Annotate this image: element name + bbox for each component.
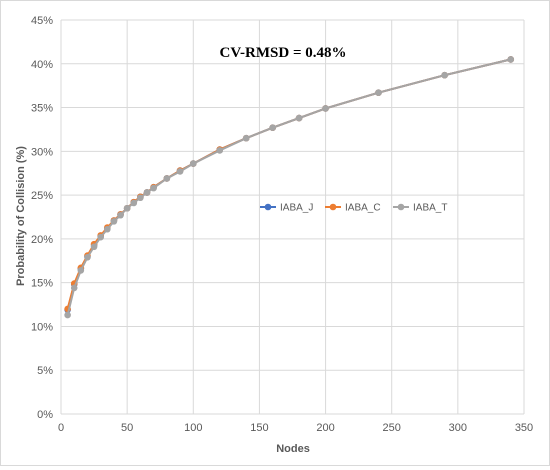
y-axis-title: Probability of Collision (%) (15, 146, 27, 286)
series-line (66, 58, 512, 316)
series-layer (64, 56, 515, 319)
data-point (110, 218, 118, 225)
data-point (163, 175, 171, 182)
data-point (77, 267, 85, 274)
data-point (97, 233, 104, 241)
grid-lines (60, 19, 525, 415)
data-point (441, 71, 448, 79)
legend-label: IABA_C (345, 203, 381, 214)
x-tick-label: 200 (316, 422, 334, 434)
data-point (143, 189, 151, 196)
series-iaba-j (64, 56, 515, 314)
data-point (130, 199, 138, 207)
data-point (104, 225, 111, 233)
legend-entry: IABA_C (325, 203, 381, 214)
x-tick-label: 300 (449, 422, 467, 434)
legend-swatch-marker (397, 203, 405, 211)
data-point (375, 89, 382, 96)
series-line (66, 58, 512, 310)
data-point (123, 204, 131, 212)
legend-swatch-marker (264, 203, 272, 211)
data-point (176, 168, 184, 175)
x-tick-label: 100 (184, 422, 202, 434)
x-tick-labels: 0 50 100 150 200 250 300 350 (58, 422, 533, 434)
legend-label: IABA_T (413, 203, 447, 214)
data-point (189, 160, 197, 167)
data-point (322, 105, 329, 112)
legend-entry: IABA_J (260, 203, 313, 214)
data-point (507, 56, 515, 63)
data-point (216, 147, 224, 154)
legend-entry: IABA_T (393, 203, 447, 214)
y-tick-labels: 0% 5% 10% 15% 20% 25% 30% 35% 40% 45% (31, 15, 53, 421)
y-tick-label: 30% (31, 146, 53, 158)
y-tick-label: 35% (31, 103, 53, 115)
y-tick-label: 25% (31, 190, 53, 202)
x-tick-label: 50 (121, 422, 133, 434)
series-iaba-t (64, 56, 515, 319)
data-point (137, 194, 144, 202)
y-tick-label: 5% (37, 365, 53, 377)
data-point (269, 124, 276, 131)
series-line (66, 58, 512, 311)
y-tick-label: 45% (31, 15, 53, 27)
x-tick-label: 350 (515, 422, 533, 434)
annotation-text: CV-RMSD = 0.48% (219, 45, 346, 61)
y-tick-label: 10% (31, 321, 53, 333)
legend-label: IABA_J (280, 203, 313, 214)
legend-swatch-marker (329, 203, 337, 211)
x-tick-label: 150 (250, 422, 268, 434)
data-point (117, 211, 124, 219)
y-tick-label: 15% (31, 278, 53, 290)
data-point (90, 243, 98, 251)
y-tick-label: 40% (31, 59, 53, 71)
x-tick-label: 250 (383, 422, 401, 434)
data-point (70, 284, 78, 292)
x-tick-label: 0 (58, 422, 64, 434)
data-point (295, 114, 303, 122)
data-point (150, 184, 157, 192)
data-point (84, 253, 91, 261)
series-iaba-c (64, 56, 515, 313)
y-tick-label: 0% (37, 409, 53, 421)
y-tick-label: 20% (31, 234, 53, 246)
legend: IABA_J IABA_C IABA_T (260, 203, 447, 214)
data-point (242, 134, 250, 142)
x-axis-title: Nodes (276, 443, 310, 455)
data-point (64, 311, 71, 319)
